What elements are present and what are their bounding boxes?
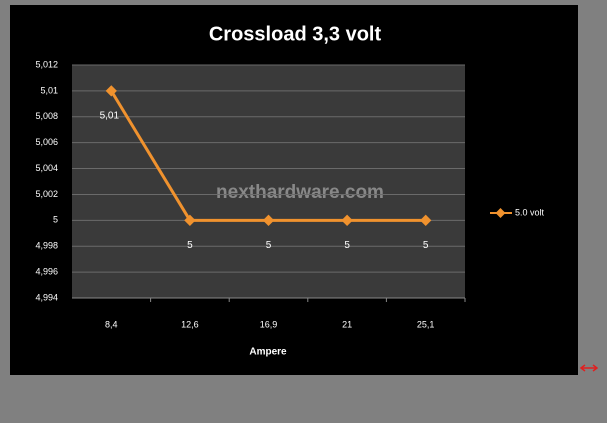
y-tick-label: 4,996 — [35, 266, 58, 276]
marker — [420, 214, 432, 226]
data-label: 5 — [266, 240, 272, 251]
data-label: 5,01 — [100, 111, 120, 122]
marker — [184, 214, 196, 226]
y-tick-label: 4,998 — [35, 241, 58, 251]
marker — [341, 214, 353, 226]
y-tick-label: 5,006 — [35, 137, 58, 147]
x-tick-label: 8,4 — [105, 319, 118, 329]
y-tick-label: 4,994 — [35, 292, 58, 302]
legend-marker — [495, 208, 506, 218]
data-label: 5 — [423, 240, 429, 251]
y-tick-label: 5,004 — [35, 163, 58, 173]
y-tick-label: 5,008 — [35, 111, 58, 121]
legend-label: 5.0 volt — [515, 207, 545, 217]
y-tick-label: 5 — [53, 215, 58, 225]
chart-title: Crossload 3,3 volt — [209, 23, 382, 45]
data-label: 5 — [344, 240, 350, 251]
x-tick-label: 21 — [342, 319, 352, 329]
data-label: 5 — [187, 240, 193, 251]
x-axis-title: Ampere — [249, 347, 287, 358]
watermark: nexthardware.com — [216, 182, 384, 203]
resize-icon — [579, 364, 599, 372]
y-tick-label: 5,01 — [40, 85, 58, 95]
plot-area — [72, 65, 465, 298]
y-tick-label: 5,002 — [35, 189, 58, 199]
x-tick-label: 12,6 — [181, 319, 199, 329]
x-tick-label: 16,9 — [260, 319, 278, 329]
marker — [262, 214, 275, 226]
y-tick-label: 5,012 — [35, 59, 58, 69]
x-tick-label: 25,1 — [417, 319, 435, 329]
